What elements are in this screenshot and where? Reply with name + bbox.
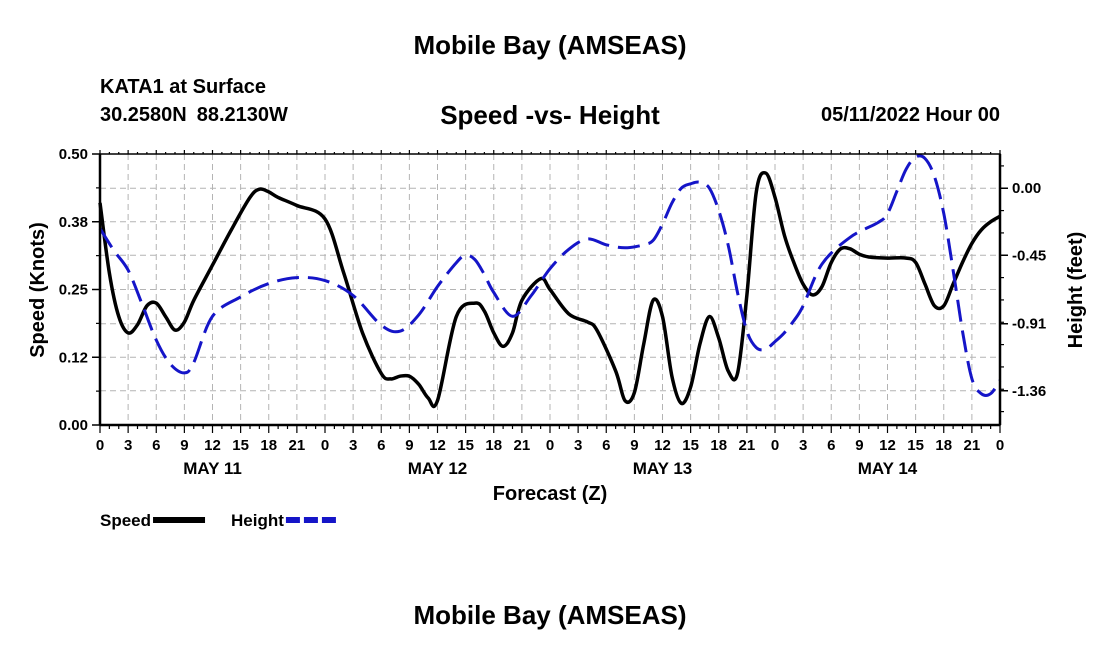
x-tick-label: 6 [827, 437, 835, 454]
axis-labels: Forecast (Z) Speed (Knots) Height (feet) [27, 222, 1087, 505]
y-left-tick-label: 0.12 [59, 349, 88, 366]
axes: 0 3 6 9 12 15 18 21 0 3 6 9 12 15 18 21 0 3 6 9 12 15 18 21 0 3 6 9… [59, 146, 1046, 478]
chart-title: Speed -vs- Height [440, 100, 660, 130]
y-axis-title: Speed (Knots) [27, 222, 49, 358]
station-label: KATA1 at Surface [100, 76, 266, 98]
x-tick-label: 9 [405, 437, 413, 454]
x-tick-label: 12 [204, 437, 221, 454]
series-line-speed [98, 170, 1001, 409]
x-tick-label: 15 [457, 437, 474, 454]
forecast-datetime: 05/11/2022 Hour 00 [820, 104, 1000, 126]
y-left-tick-label: 0.38 [59, 214, 88, 231]
x-tick-label: 0 [96, 437, 104, 454]
x-tick-label: 15 [682, 437, 699, 454]
legend: Speed Height [100, 511, 338, 530]
x-tick-label: 3 [349, 437, 357, 454]
x-tick-label: 21 [964, 437, 981, 454]
x-tick-label: 12 [654, 437, 671, 454]
bottom-title: Mobile Bay (AMSEAS) [413, 600, 687, 630]
x-tick-label: 21 [514, 437, 531, 454]
legend-label-height: Height [231, 511, 284, 530]
x-tick-label: 6 [152, 437, 160, 454]
y-left-tick-label: 0.25 [59, 282, 88, 299]
x-tick-label: 0 [996, 437, 1004, 454]
day-label: MAY 14 [858, 459, 918, 478]
coordinates: 30.2580N 88.2130W [100, 104, 288, 127]
legend-label-speed: Speed [100, 511, 151, 530]
x-tick-label: 18 [710, 437, 727, 454]
longitude: 88.2130W [196, 104, 288, 126]
x-tick-label: 0 [321, 437, 329, 454]
y-right-tick-label: -1.36 [1012, 383, 1046, 400]
series-lines [98, 154, 1002, 409]
x-tick-label: 15 [907, 437, 924, 454]
series-line-height [98, 154, 1002, 397]
x-tick-label: 21 [739, 437, 756, 454]
x-tick-label: 9 [180, 437, 188, 454]
y-right-tick-label: -0.91 [1012, 316, 1046, 333]
day-label: MAY 11 [183, 459, 242, 478]
y-right-tick-label: -0.45 [1012, 247, 1046, 264]
latitude: 30.2580N [100, 104, 187, 126]
x-tick-label: 0 [771, 437, 779, 454]
x-tick-label: 6 [602, 437, 610, 454]
x-tick-label: 12 [429, 437, 446, 454]
day-label: MAY 12 [408, 459, 468, 478]
x-tick-label: 21 [289, 437, 306, 454]
x-axis-title: Forecast (Z) [493, 483, 607, 505]
x-tick-label: 18 [260, 437, 277, 454]
y-left-tick-label: 0.50 [59, 146, 88, 163]
x-tick-label: 0 [546, 437, 554, 454]
x-tick-label: 12 [879, 437, 896, 454]
x-tick-label: 15 [232, 437, 249, 454]
x-tick-label: 9 [855, 437, 863, 454]
x-tick-label: 3 [574, 437, 582, 454]
y-left-tick-label: 0.00 [59, 417, 88, 434]
y-right-tick-label: 0.00 [1012, 180, 1041, 197]
y2-axis-title: Height (feet) [1065, 232, 1087, 349]
x-tick-label: 18 [935, 437, 952, 454]
x-tick-label: 9 [630, 437, 638, 454]
x-tick-label: 3 [124, 437, 132, 454]
x-tick-label: 18 [485, 437, 502, 454]
x-tick-label: 3 [799, 437, 807, 454]
x-tick-label: 6 [377, 437, 385, 454]
day-label: MAY 13 [633, 459, 693, 478]
page-title: Mobile Bay (AMSEAS) [413, 30, 687, 60]
